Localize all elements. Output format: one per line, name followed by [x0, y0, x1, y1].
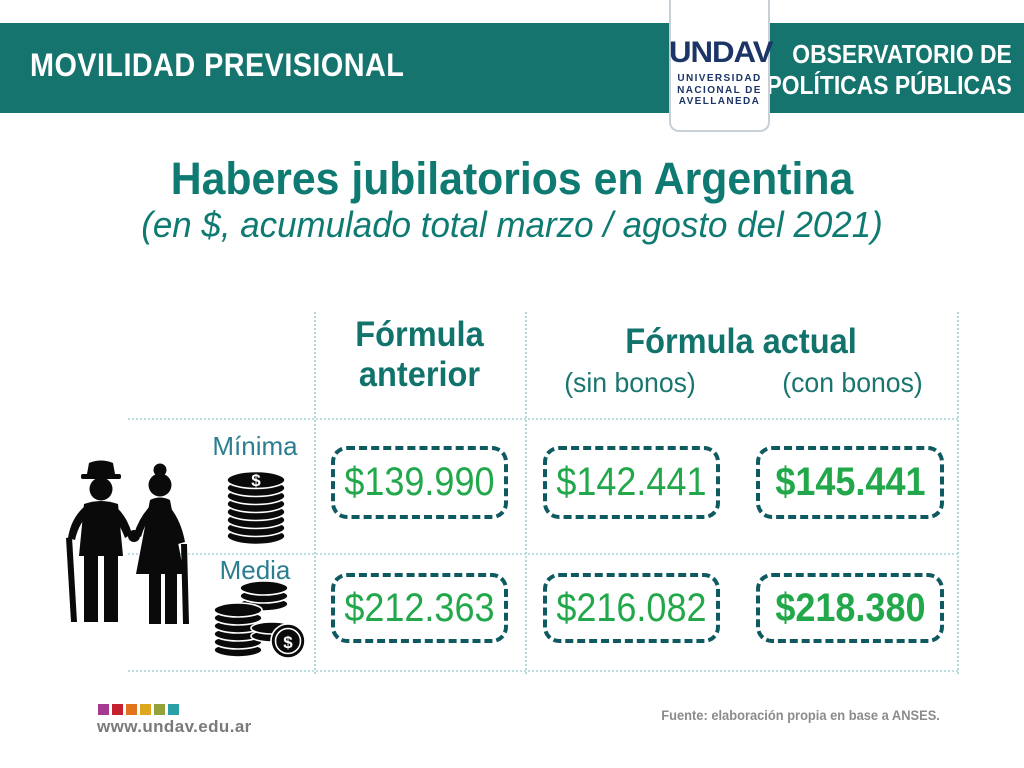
- value-media-anterior: $212.363: [344, 585, 495, 630]
- footer-square: [98, 704, 109, 715]
- table-divider-horizontal-2: [128, 553, 958, 555]
- undav-logo: UNDAV UNIVERSIDAD NACIONAL DE AVELLANEDA: [669, 0, 774, 132]
- value-minima-anterior: $139.990: [344, 460, 495, 504]
- coin-stack-icon: $: [226, 470, 286, 546]
- formula-anterior-line1: Fórmula: [355, 315, 484, 354]
- page-subtitle: (en $, acumulado total marzo / agosto de…: [141, 204, 883, 245]
- footer-square: [112, 704, 123, 715]
- column-header-formula-anterior: Fórmula anterior: [321, 315, 517, 395]
- undav-logo-line1: UNIVERSIDAD: [677, 73, 762, 84]
- source-note: Fuente: elaboración propia en base a ANS…: [661, 707, 940, 723]
- value-media-sin-bonos: $216.082: [556, 585, 707, 630]
- undav-logo-line3: AVELLANEDA: [678, 96, 761, 107]
- value-box-minima-anterior: $139.990: [331, 446, 508, 519]
- table-divider-vertical-2: [525, 312, 527, 674]
- value-box-media-sin-bonos: $216.082: [543, 573, 720, 643]
- header-title: MOVILIDAD PREVISIONAL: [30, 47, 405, 83]
- table-divider-vertical-1: [314, 312, 316, 674]
- formula-anterior-line2: anterior: [358, 355, 481, 394]
- observatory-name: OBSERVATORIO DE POLÍTICAS PÚBLICAS: [767, 39, 1012, 101]
- value-box-minima-sin-bonos: $142.441: [543, 446, 720, 519]
- footer-square: [140, 704, 151, 715]
- undav-logo-line2: NACIONAL DE: [677, 84, 762, 96]
- elderly-couple-icon: [66, 460, 189, 624]
- subcolumn-header-sin-bonos: (sin bonos): [564, 367, 696, 398]
- footer-square: [126, 704, 137, 715]
- footer-square: [168, 704, 179, 715]
- footer-color-squares: [98, 704, 179, 715]
- value-minima-con-bonos: $145.441: [774, 460, 926, 504]
- coin-stacks-icon: $: [213, 580, 306, 659]
- undav-wordmark: UNDAV: [669, 36, 773, 69]
- value-media-con-bonos: $218.380: [774, 585, 926, 630]
- table-divider-horizontal-1: [128, 418, 958, 420]
- value-minima-sin-bonos: $142.441: [556, 460, 707, 504]
- table-divider-vertical-3: [957, 312, 959, 674]
- subcolumn-header-con-bonos: (con bonos): [782, 367, 923, 398]
- observatory-line1: OBSERVATORIO DE: [792, 39, 1012, 69]
- undav-logo-text: UNIVERSIDAD NACIONAL DE AVELLANEDA: [671, 73, 768, 108]
- row-label-media: Media: [219, 555, 291, 585]
- table-divider-horizontal-3: [128, 670, 958, 672]
- top-bar: [0, 23, 1024, 113]
- website-url: www.undav.edu.ar: [97, 717, 252, 736]
- value-box-minima-con-bonos: $145.441: [756, 446, 944, 519]
- row-label-minima: Mínima: [212, 431, 298, 461]
- value-box-media-con-bonos: $218.380: [756, 573, 944, 643]
- svg-text:$: $: [251, 471, 261, 490]
- observatory-line2: POLÍTICAS PÚBLICAS: [766, 70, 1012, 100]
- svg-text:$: $: [283, 633, 293, 652]
- page-title: Haberes jubilatorios en Argentina: [170, 153, 854, 204]
- value-box-media-anterior: $212.363: [331, 573, 508, 643]
- column-header-formula-actual: Fórmula actual: [625, 322, 857, 361]
- footer-square: [154, 704, 165, 715]
